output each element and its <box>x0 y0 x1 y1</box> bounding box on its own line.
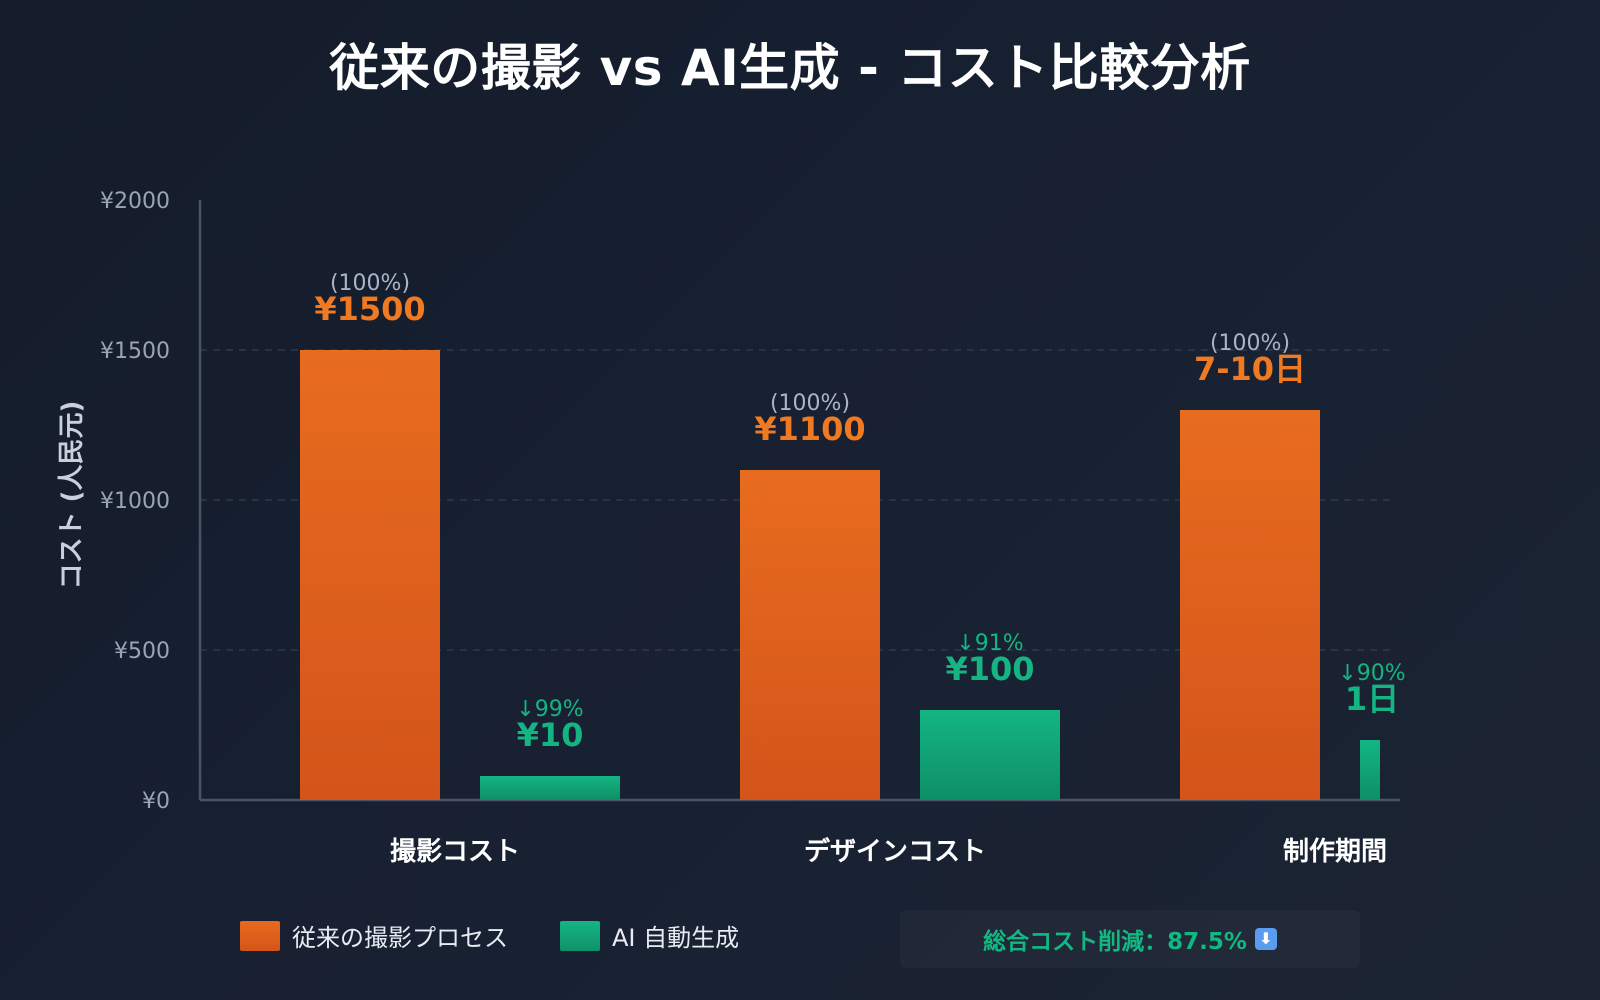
pct-label: (100%) <box>1210 331 1290 356</box>
bar-traditional <box>740 470 880 800</box>
pct-label: (100%) <box>330 271 410 296</box>
bar-traditional <box>300 350 440 800</box>
data-label: ¥1100 <box>754 410 865 448</box>
data-label: ¥100 <box>945 650 1034 688</box>
y-tick-label: ¥1500 <box>100 339 170 364</box>
y-tick-label: ¥500 <box>114 639 170 664</box>
legend-swatch-traditional <box>240 920 280 951</box>
legend-swatch-ai <box>560 920 600 951</box>
y-tick-label: ¥2000 <box>100 189 170 214</box>
bar-ai <box>920 710 1060 800</box>
y-tick-label: ¥0 <box>142 789 170 814</box>
y-axis-label: コスト (人民元) <box>57 401 87 590</box>
bar-traditional <box>1180 410 1320 800</box>
pct-label: ↓91% <box>956 631 1023 656</box>
total-savings-label: 総合コスト削減：87.5% <box>983 929 1247 955</box>
data-label: 7-10日 <box>1194 350 1306 388</box>
bar-ai <box>480 776 620 800</box>
pct-label: ↓99% <box>516 697 583 722</box>
total-savings-box: 総合コスト削減：87.5% ⬇ <box>900 910 1360 968</box>
data-label: 1日 <box>1345 680 1399 718</box>
pct-label: (100%) <box>770 391 850 416</box>
y-tick-label: ¥1000 <box>100 489 170 514</box>
data-label: ¥10 <box>517 716 584 754</box>
legend-label-ai: AI 自動生成 <box>612 924 740 952</box>
x-tick-label: 制作期間 <box>1283 837 1387 867</box>
x-tick-label: 撮影コスト <box>390 837 520 867</box>
down-arrow-icon: ⬇ <box>1254 928 1277 950</box>
legend-item-ai: AI 自動生成 <box>560 918 739 953</box>
legend-label-traditional: 従来の撮影プロセス <box>292 924 508 952</box>
bar-ai <box>1360 740 1380 800</box>
x-tick-label: デザインコスト <box>804 836 986 867</box>
legend-item-traditional: 従来の撮影プロセス <box>240 918 508 953</box>
chart-title: 従来の撮影 vs AI生成 - コスト比較分析 <box>329 39 1251 97</box>
pct-label: ↓90% <box>1338 661 1405 686</box>
data-label: ¥1500 <box>314 290 425 328</box>
